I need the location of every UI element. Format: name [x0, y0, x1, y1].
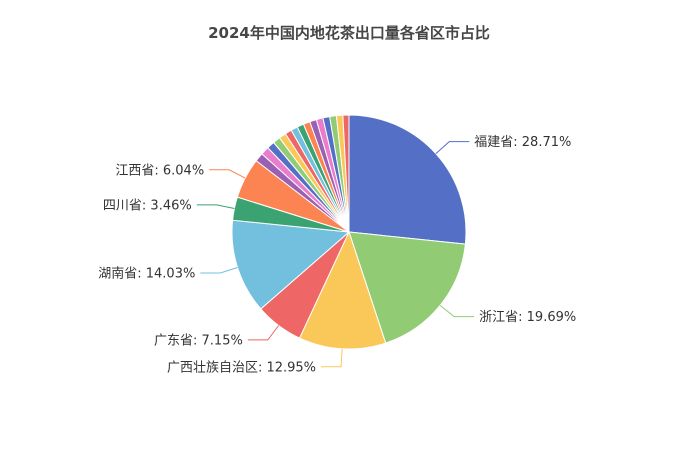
slice-label-江西省: 江西省: 6.04%: [115, 163, 204, 178]
label-line-四川省: [196, 204, 235, 210]
label-line-浙江省: [439, 304, 475, 318]
label-line-江西省: [209, 169, 246, 179]
slice-label-福建省: 福建省: 28.71%: [474, 135, 571, 150]
chart-title: 2024年中国内地花茶出口量各省区市占比: [208, 24, 490, 42]
slice-label-浙江省: 浙江省: 19.69%: [479, 310, 576, 325]
label-line-广西壮族自治区: [321, 348, 343, 368]
pie-slice-浙江省: [348, 231, 466, 344]
pie-slice-福建省: [348, 114, 467, 245]
pie-slice-21: [342, 114, 350, 233]
pie-slices: [231, 114, 467, 350]
label-line-福建省: [435, 141, 470, 155]
slice-label-湖南省: 湖南省: 14.03%: [98, 265, 195, 281]
slice-label-广西壮族自治区: 广西壮族自治区: 12.95%: [167, 359, 316, 375]
slice-label-广东省: 广东省: 7.15%: [154, 333, 243, 348]
label-line-广东省: [247, 325, 280, 341]
label-line-湖南省: [200, 267, 238, 274]
slice-label-四川省: 四川省: 3.46%: [103, 198, 192, 213]
pie-labels: 福建省: 28.71% 浙江省: 19.69% 广西壮族自治区: 12.95% 广东省…: [98, 135, 576, 375]
pie-slice-湖南省: [231, 219, 351, 310]
